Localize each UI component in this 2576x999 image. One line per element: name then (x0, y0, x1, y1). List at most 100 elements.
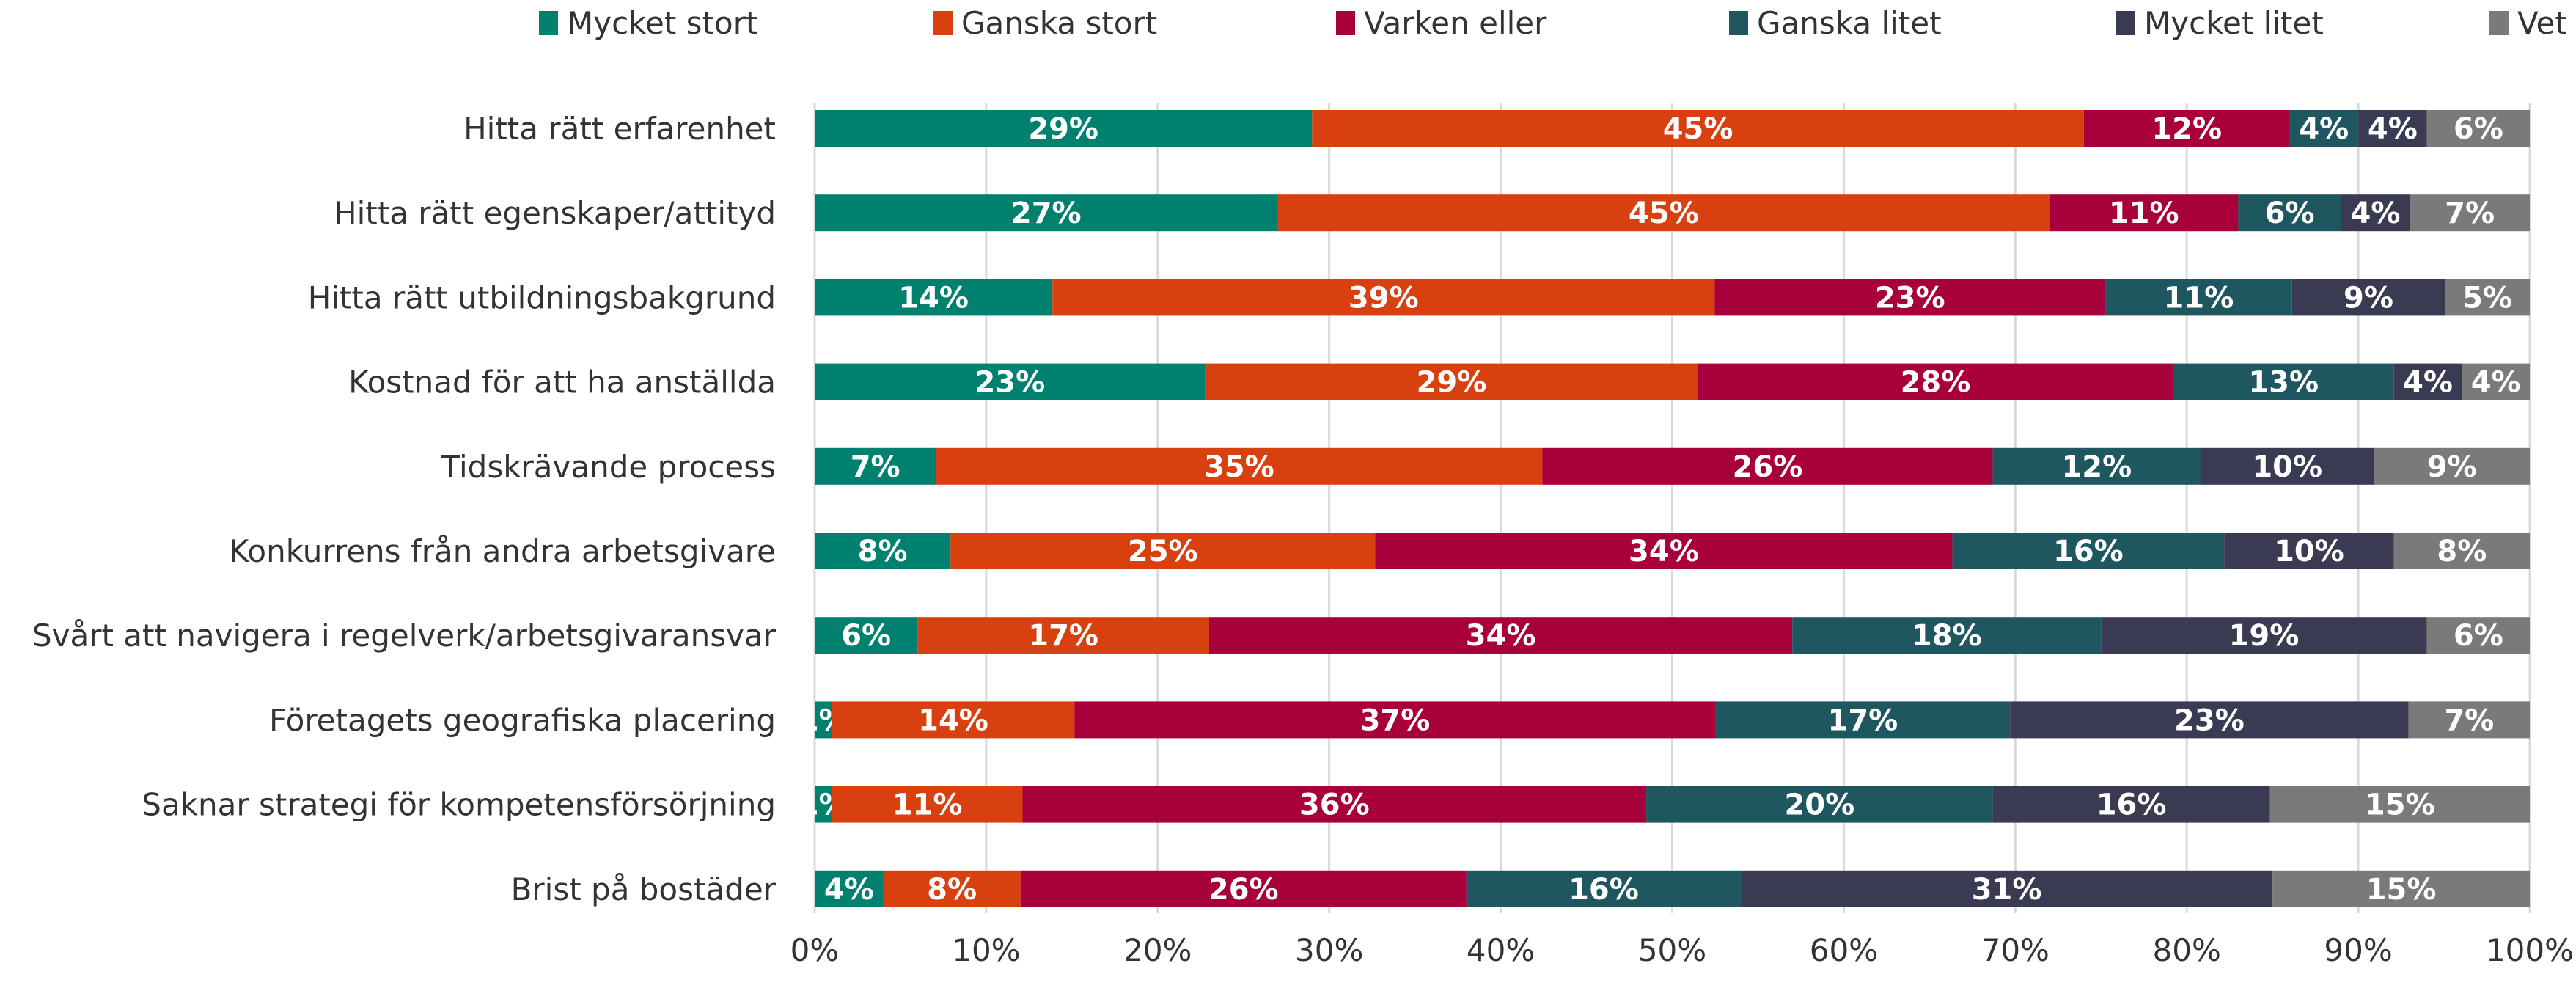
data-label: 34% (1629, 535, 1699, 568)
data-label: 16% (1568, 873, 1639, 907)
data-label: 8% (2437, 535, 2487, 568)
bar-segment (1074, 701, 1716, 739)
gridlines (813, 103, 2531, 913)
bar-segment (1792, 617, 2102, 654)
legend-item: Ganska stort (933, 5, 1157, 41)
bar-segment (815, 363, 1206, 400)
data-label: 9% (2344, 281, 2393, 315)
data-label: 4% (824, 873, 874, 907)
data-label: 13% (2248, 366, 2319, 400)
bar-segment (2341, 194, 2410, 232)
bar-segment (1052, 279, 1715, 316)
data-label: 7% (2445, 197, 2495, 230)
x-axis-ticks: 0% 10% 20% 30% 40% 50% 60% 70% 80% 90% 100% (790, 932, 2574, 968)
data-label: 6% (2265, 197, 2315, 230)
legend-swatch (933, 11, 953, 35)
data-label: 4% (2403, 366, 2453, 400)
bar-segment (2289, 110, 2359, 147)
bar-segment (2101, 617, 2427, 654)
legend-item: Varken eller (1336, 5, 1547, 41)
x-tick-label: 80% (2153, 932, 2221, 968)
bar-segment (2408, 701, 2530, 739)
bar-segment (1715, 701, 2011, 739)
x-tick-label: 70% (1981, 932, 2050, 968)
data-label: 7% (851, 450, 900, 484)
data-label: 17% (1828, 703, 1898, 737)
data-label: 4% (2471, 366, 2521, 400)
bar-segment (1992, 786, 2270, 823)
category-label: Brist på bostäder (511, 871, 777, 907)
data-label: 26% (1733, 450, 1803, 484)
bar-segment (950, 533, 1376, 569)
data-label: 4% (2368, 112, 2418, 146)
data-label: 10% (2252, 450, 2322, 484)
legend-label: Mycket litet (2144, 5, 2324, 41)
legend-item: Ganska litet (1729, 5, 1942, 41)
bar-segment (1375, 533, 1953, 569)
data-label: 26% (1208, 873, 1279, 907)
data-label: 15% (2365, 788, 2435, 822)
bar-segment (2201, 447, 2374, 485)
data-label: 18% (1912, 619, 1982, 653)
data-label: 11% (2109, 197, 2179, 230)
x-tick-label: 20% (1123, 932, 1192, 968)
data-label: 12% (2151, 112, 2222, 146)
data-label: 4% (2299, 112, 2349, 146)
bar-row: 8% 25% 34% 16% 10% 8% (815, 533, 2530, 569)
data-label: 23% (1875, 281, 1945, 315)
bar-segment (2291, 279, 2445, 316)
bar-segment (1542, 447, 1993, 485)
data-label: 19% (2229, 619, 2300, 653)
bar-segment (2426, 617, 2530, 654)
bar-segment (2358, 110, 2427, 147)
data-label: 45% (1663, 112, 1733, 146)
bar-segment (2050, 194, 2239, 232)
data-label: 39% (1348, 281, 1419, 315)
bar-segment (2173, 363, 2394, 400)
bar-segment (2238, 194, 2341, 232)
bar-segment (1646, 786, 1993, 823)
category-label: Tidskrävande process (441, 449, 776, 485)
bar-row: 27% 45% 11% 6% 4% 7% (815, 194, 2530, 232)
bar-segment (2462, 363, 2530, 400)
legend-label: Mycket stort (567, 5, 757, 41)
data-label: 29% (1028, 112, 1098, 146)
bars: 29% 45% 12% 4% 4% 6%27% 45% 11% 6% 4% 7%14% 39% 23% 1… (799, 110, 2530, 907)
bar-segment (815, 447, 936, 485)
category-label: Kostnad för att ha anställda (348, 365, 776, 400)
legend-label: Ganska stort (961, 5, 1157, 41)
bar-row: 7% 35% 26% 12% 10% 9% (815, 447, 2530, 485)
data-label: 36% (1299, 788, 1370, 822)
bar-segment (2426, 110, 2530, 147)
bar-segment (2374, 447, 2530, 485)
x-tick-label: 10% (952, 932, 1020, 968)
x-tick-label: 90% (2324, 932, 2392, 968)
bar-segment (936, 447, 1543, 485)
bar-segment (832, 701, 1075, 739)
legend-item: Mycket litet (2116, 5, 2324, 41)
legend-label: Ganska litet (1757, 5, 1942, 41)
data-label: 11% (2164, 281, 2234, 315)
legend-swatch (2116, 11, 2135, 35)
data-label: 27% (1011, 197, 1082, 230)
bar-segment (1714, 279, 2106, 316)
bar-segment (1312, 110, 2084, 147)
bar-segment (1208, 617, 1793, 654)
bar-segment (2410, 194, 2530, 232)
x-tick-label: 60% (1810, 932, 1878, 968)
legend-label: Varken eller (1364, 5, 1547, 41)
bar-row: 29% 45% 12% 4% 4% 6% (815, 110, 2530, 147)
bar-segment (2010, 701, 2409, 739)
bar-segment (815, 870, 884, 907)
data-label: 31% (1972, 873, 2042, 907)
data-label: 15% (2366, 873, 2437, 907)
data-label: 23% (975, 366, 1045, 400)
data-label: 35% (1204, 450, 1274, 484)
bar-segment (2272, 870, 2530, 907)
data-label: 17% (1028, 619, 1098, 653)
data-label: 11% (892, 788, 963, 822)
data-label: 12% (2061, 450, 2132, 484)
bar-segment (1698, 363, 2173, 400)
data-label: 45% (1629, 197, 1699, 230)
legend-item: Mycket stort (539, 5, 757, 41)
